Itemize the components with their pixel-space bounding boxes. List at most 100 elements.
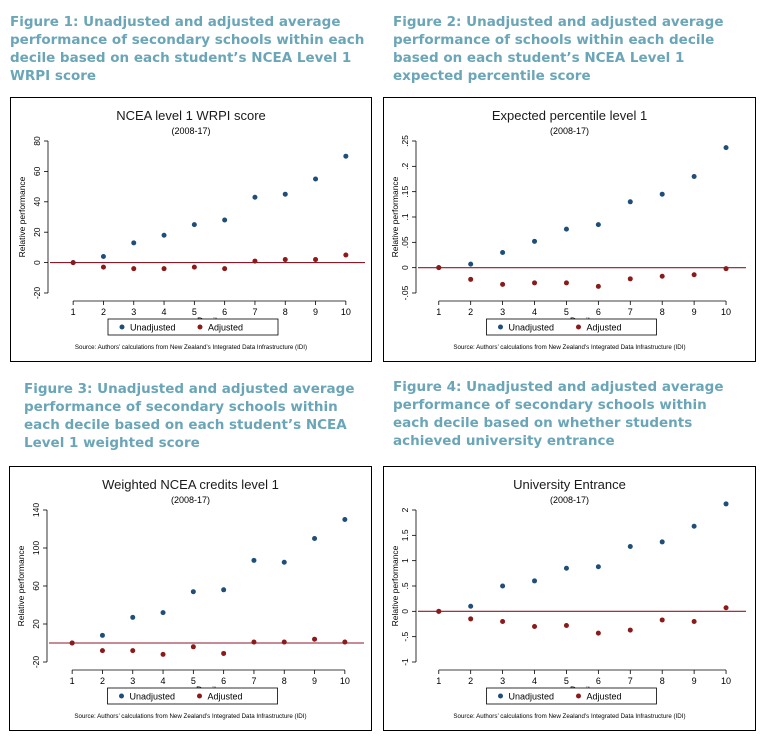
x-tick-label: 3 — [131, 307, 136, 317]
x-tick-label: 5 — [192, 307, 197, 317]
adjusted-point-decile-10 — [342, 639, 348, 645]
x-tick-label: 1 — [71, 307, 76, 317]
legend-label-unadjusted: Unadjusted — [509, 323, 555, 333]
adjusted-point-decile-1 — [436, 265, 442, 271]
adjusted-point-decile-8 — [281, 639, 287, 645]
y-tick-label: 80 — [32, 136, 42, 146]
unadjusted-point-decile-6 — [595, 222, 601, 228]
x-tick-label: 1 — [436, 676, 441, 686]
chart-title: NCEA level 1 WRPI score — [116, 108, 266, 123]
x-tick-label: 8 — [660, 307, 665, 317]
unadjusted-point-decile-4 — [160, 610, 166, 616]
chart-4-svg: University Entrance (2008-17) -1 -.5 0 .5 1 1.5… — [390, 477, 746, 720]
x-tick-label: 2 — [468, 307, 473, 317]
x-tick-label: 10 — [340, 676, 350, 686]
unadjusted-point-decile-8 — [659, 191, 665, 197]
x-tick-label: 9 — [312, 676, 317, 686]
unadjusted-point-decile-7 — [627, 199, 633, 205]
source-note: Source: Authors’ calculations from New Z… — [453, 713, 685, 720]
y-tick-label: .05 — [400, 236, 410, 248]
y-tick-label: .25 — [400, 135, 410, 147]
y-tick-label: -1 — [400, 658, 410, 666]
y-tick-label: 100 — [31, 541, 41, 555]
figure-4-caption: Figure 4: Unadjusted and adjusted averag… — [393, 379, 724, 449]
y-tick-label: 20 — [31, 619, 41, 629]
unadjusted-point-decile-7 — [251, 557, 257, 563]
adjusted-point-decile-2 — [99, 648, 105, 654]
unadjusted-point-decile-9 — [691, 173, 697, 179]
adjusted-point-decile-6 — [595, 283, 601, 289]
unadjusted-point-decile-10 — [723, 145, 729, 151]
y-tick-label: 1 — [400, 558, 410, 563]
adjusted-point-decile-10 — [723, 605, 729, 611]
y-tick-label: .5 — [400, 582, 410, 589]
legend-label-adjusted: Adjusted — [208, 692, 243, 702]
adjusted-point-decile-7 — [627, 627, 633, 633]
x-tick-label: 3 — [130, 676, 135, 686]
adjusted-point-decile-6 — [221, 650, 227, 656]
adjusted-point-decile-8 — [659, 617, 665, 623]
unadjusted-point-decile-10 — [343, 153, 349, 159]
y-tick-label: .1 — [400, 213, 410, 220]
unadjusted-point-decile-3 — [131, 240, 137, 246]
y-tick-label: 60 — [31, 581, 41, 591]
unadjusted-point-decile-7 — [252, 194, 258, 200]
x-tick-label: 4 — [162, 307, 167, 317]
y-tick-label: 0 — [32, 260, 42, 265]
unadjusted-point-decile-4 — [161, 232, 167, 238]
adjusted-point-decile-5 — [563, 280, 569, 286]
adjusted-point-decile-3 — [500, 618, 506, 624]
y-tick-label: 1.5 — [400, 529, 410, 541]
chart-3-svg: Weighted NCEA credits level 1 (2008-17) -2… — [16, 477, 364, 720]
x-tick-label: 5 — [564, 676, 569, 686]
y-axis-label: Relative performance — [390, 176, 400, 257]
x-tick-label: 7 — [628, 676, 633, 686]
x-tick-label: 10 — [721, 307, 731, 317]
x-tick-label: 4 — [532, 676, 537, 686]
x-tick-label: 10 — [341, 307, 351, 317]
chart-subtitle: (2008-17) — [171, 126, 210, 136]
adjusted-point-decile-9 — [691, 618, 697, 624]
chart-title: Expected percentile level 1 — [492, 108, 647, 123]
legend-label-adjusted: Adjusted — [587, 323, 622, 333]
legend-marker-unadjusted — [119, 693, 124, 699]
y-axis-label: Relative performance — [16, 545, 26, 626]
adjusted-point-decile-3 — [131, 266, 137, 272]
figure-1-panel: NCEA level 1 WRPI score (2008-17) -20 0 20 40… — [10, 97, 372, 362]
x-tick-label: 4 — [532, 307, 537, 317]
x-tick-label: 5 — [564, 307, 569, 317]
chart-1-svg: NCEA level 1 WRPI score (2008-17) -20 0 20 40… — [17, 108, 365, 351]
unadjusted-point-decile-7 — [627, 543, 633, 549]
chart-subtitle: (2008-17) — [550, 495, 589, 505]
x-tick-label: 3 — [500, 307, 505, 317]
y-tick-label: -20 — [31, 656, 41, 669]
adjusted-point-decile-8 — [659, 273, 665, 279]
adjusted-point-decile-4 — [532, 624, 538, 630]
adjusted-point-decile-9 — [313, 257, 319, 263]
x-tick-label: 6 — [596, 307, 601, 317]
adjusted-point-decile-9 — [312, 636, 318, 642]
adjusted-point-decile-7 — [252, 258, 258, 264]
adjusted-point-decile-5 — [563, 623, 569, 629]
figure-2-panel: Expected percentile level 1 (2008-17) -.05… — [383, 97, 756, 362]
unadjusted-point-decile-5 — [190, 589, 196, 595]
x-tick-label: 2 — [468, 676, 473, 686]
figure-4-panel: University Entrance (2008-17) -1 -.5 0 .5 1 1.5… — [383, 466, 756, 731]
x-tick-label: 6 — [222, 307, 227, 317]
x-tick-label: 2 — [101, 307, 106, 317]
x-tick-label: 9 — [692, 676, 697, 686]
y-axis-label: Relative performance — [390, 545, 400, 626]
figure-2-caption: Figure 2: Unadjusted and adjusted averag… — [393, 14, 724, 84]
legend-marker-unadjusted — [119, 324, 125, 330]
x-tick-label: 4 — [161, 676, 166, 686]
adjusted-point-decile-6 — [222, 266, 228, 272]
legend-label-unadjusted: Unadjusted — [130, 692, 176, 702]
chart-subtitle: (2008-17) — [550, 126, 589, 136]
x-tick-label: 7 — [628, 307, 633, 317]
x-tick-label: 9 — [692, 307, 697, 317]
adjusted-point-decile-4 — [532, 280, 538, 286]
y-tick-label: 60 — [32, 166, 42, 176]
x-tick-label: 7 — [251, 676, 256, 686]
adjusted-point-decile-5 — [190, 644, 196, 650]
legend-label-unadjusted: Unadjusted — [130, 323, 176, 333]
